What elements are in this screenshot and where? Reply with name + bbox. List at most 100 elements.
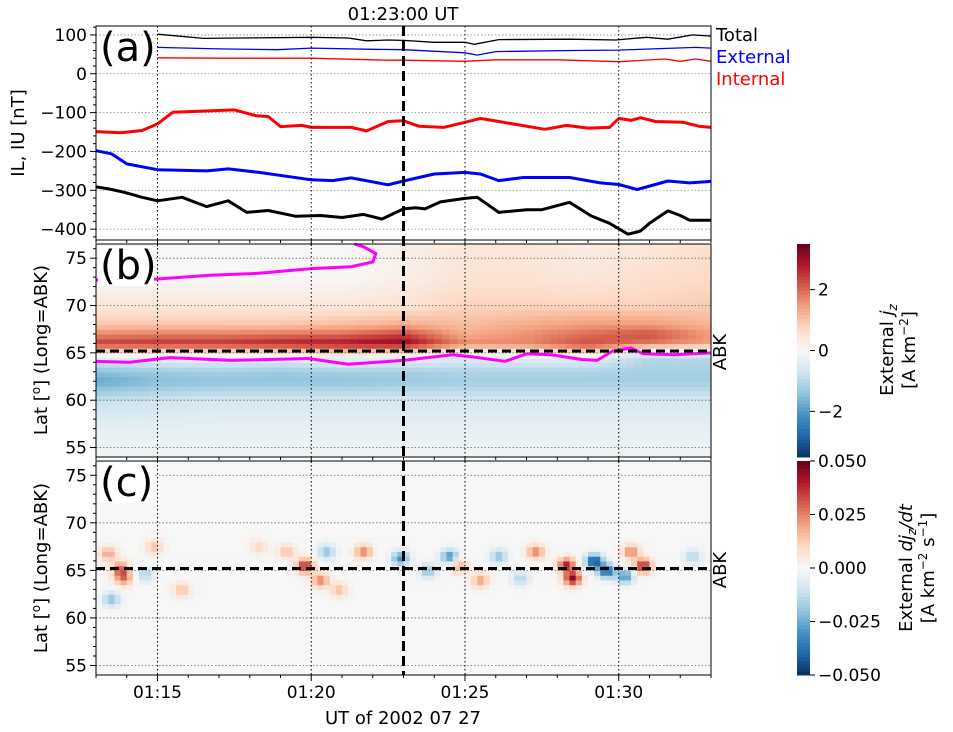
heatmap-cell [534,248,543,255]
heatmap-cell [194,670,202,676]
heatmap-cell [403,352,412,359]
heatmap-cell [96,400,105,406]
heatmap-cell [203,315,212,321]
heatmap-cell [96,527,103,533]
heatmap-cell [249,598,257,605]
heatmap-cell [188,390,197,397]
heatmap-cell [242,333,251,340]
heatmap-cell [503,362,512,368]
heatmap-cell [108,551,116,557]
heatmap-cell [503,438,512,444]
heatmap-cell [103,409,112,415]
heatmap-cell [634,414,643,420]
heatmap-cell [572,442,581,449]
heatmap-cell [165,419,174,425]
heatmap-cell [334,433,343,439]
heatmap-cell [237,636,245,643]
heatmap-cell [403,333,412,340]
heatmap-cell [588,400,597,406]
heatmap-cell [687,376,697,382]
heatmap-cell [664,404,674,411]
heatmap-cell [163,560,171,567]
heatmap-cell [511,315,520,321]
heatmap-cell [165,305,174,311]
heatmap-cell [388,343,397,349]
heatmap-cell [472,357,481,363]
heatmap-cell [134,371,143,378]
heatmap-cell [194,560,202,567]
heatmap-cell [231,465,239,472]
heatmap-cell [262,537,269,543]
heatmap-cell [195,438,205,444]
heatmap-cell [349,357,358,363]
heatmap-cell [182,532,189,538]
heatmap-cell [157,518,165,524]
heatmap-cell [194,655,202,662]
heatmap-cell [526,409,535,415]
heatmap-cell [151,665,159,671]
heatmap-cell [334,414,343,420]
heatmap-cell [318,281,328,288]
heatmap-cell [657,447,666,453]
heatmap-cell [272,258,282,264]
heatmap-cell [234,386,243,392]
heatmap-cell [526,386,535,392]
heatmap-cell [480,386,489,392]
heatmap-cell [268,608,275,614]
heatmap-cell [175,484,183,491]
heatmap-cell [255,660,263,667]
heatmap-cell [641,305,651,311]
heatmap-cell [465,404,474,411]
heatmap-cell [96,414,105,420]
heatmap-cell [262,617,269,624]
heatmap-cell [157,433,166,439]
heatmap-cell [231,622,239,629]
heatmap-cell [618,442,628,449]
heatmap-cell [541,291,551,297]
heatmap-cell [96,665,103,671]
heatmap-cell [126,357,136,363]
heatmap-cell [518,423,528,430]
heatmap-cell [231,627,239,633]
heatmap-cell [503,272,512,278]
heatmap-cell [211,390,220,397]
heatmap-cell [242,244,251,250]
heatmap-cell [203,423,212,430]
heatmap-cell [334,343,343,349]
heatmap-cell [165,329,174,335]
heatmap-cell [641,281,651,288]
heatmap-cell [441,404,451,411]
heatmap-cell [194,632,202,638]
heatmap-cell [288,333,297,340]
heatmap-cell [194,594,202,600]
heatmap-cell [188,522,195,529]
heatmap-cell [418,390,428,397]
heatmap-cell [488,447,497,453]
heatmap-cell [242,262,251,269]
heatmap-cell [231,470,239,476]
heatmap-cell [262,660,269,667]
heatmap-cell [200,603,208,610]
heatmap-cell [680,296,689,302]
heatmap-cell [257,442,266,449]
heatmap-cell [119,333,128,340]
heatmap-cell [349,253,358,259]
heatmap-cell [641,315,651,321]
heatmap-cell [357,248,366,255]
heatmap-cell [395,371,405,378]
heatmap-cell [526,428,535,434]
heatmap-cell [169,598,177,605]
heatmap-cell [126,409,136,415]
heatmap-cell [175,632,183,638]
heatmap-cell [188,310,197,316]
y-tick-label: 100 [55,26,87,46]
heatmap-cell [249,655,257,662]
heatmap-cell [349,329,358,335]
heatmap-cell [334,258,343,264]
heatmap-cell [388,447,397,453]
heatmap-cell [372,357,382,363]
heatmap-cell [149,300,159,307]
heatmap-cell [242,400,251,406]
heatmap-cell [380,324,389,330]
heatmap-cell [703,376,712,382]
